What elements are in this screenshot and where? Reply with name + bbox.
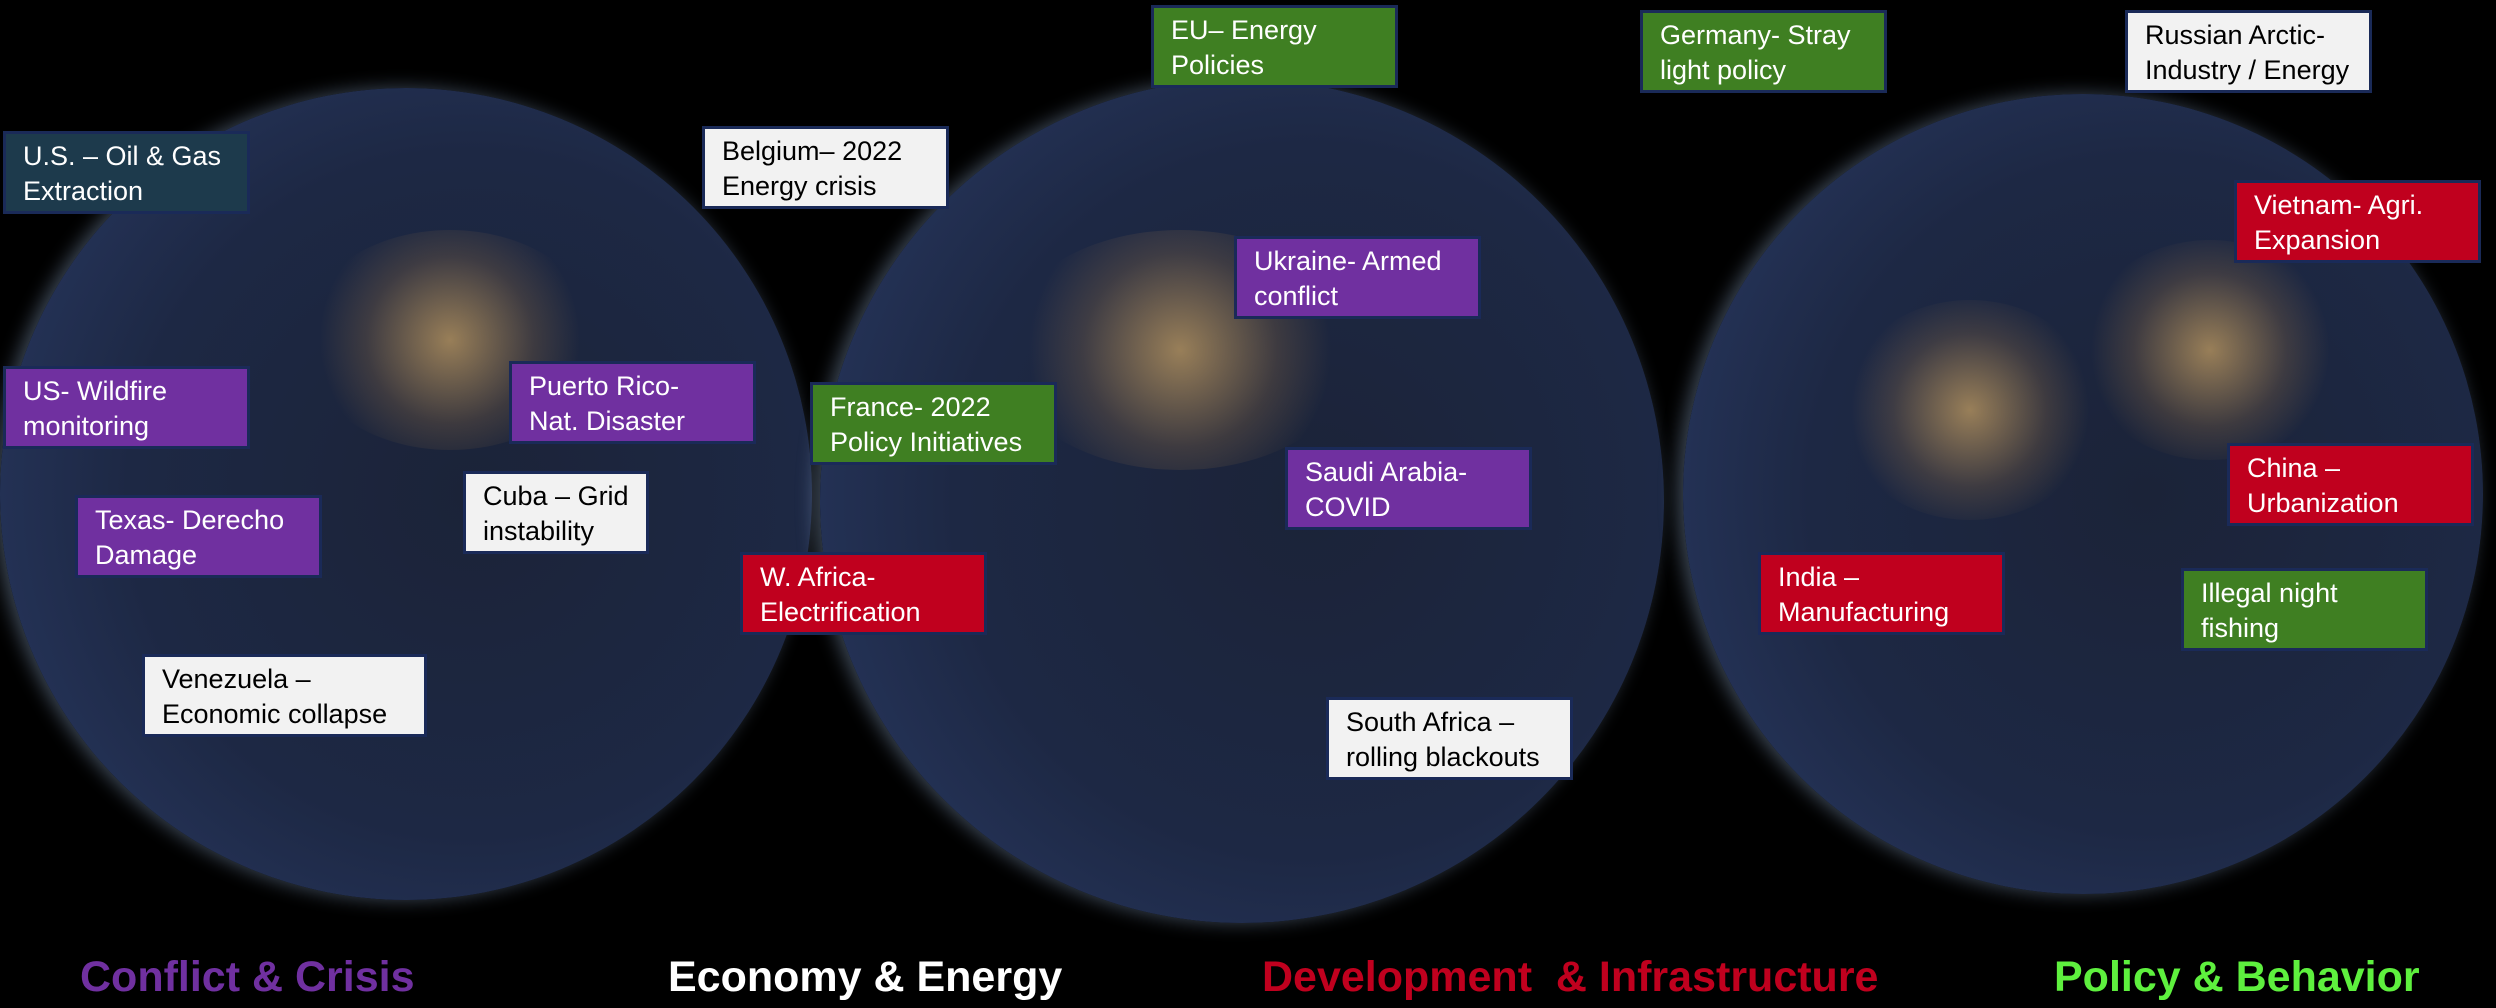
- label-line: Damage: [95, 538, 319, 573]
- label-line: Belgium– 2022: [722, 134, 946, 169]
- label-line: light policy: [1660, 53, 1884, 88]
- label-line: Cuba – Grid: [483, 479, 646, 514]
- label-line: Saudi Arabia-: [1305, 455, 1529, 490]
- label-line: Electrification: [760, 595, 984, 630]
- label-line: Energy crisis: [722, 169, 946, 204]
- label-line: EU– Energy: [1171, 13, 1395, 48]
- label: Vietnam- Agri.Expansion: [2234, 180, 2481, 263]
- label-line: rolling blackouts: [1346, 740, 1570, 775]
- category-title: Development & Infrastructure: [1262, 952, 1878, 1002]
- label-line: Economic collapse: [162, 697, 424, 732]
- label-line: W. Africa-: [760, 560, 984, 595]
- label-line: U.S. – Oil & Gas: [23, 139, 247, 174]
- label-line: Expansion: [2254, 223, 2478, 258]
- label-line: conflict: [1254, 279, 1478, 314]
- city-lights: [1840, 300, 2100, 520]
- label: W. Africa-Electrification: [740, 552, 987, 635]
- label-line: Russian Arctic-: [2145, 18, 2369, 53]
- city-lights: [2080, 240, 2340, 460]
- category-title: Economy & Energy: [668, 952, 1062, 1002]
- label-line: instability: [483, 514, 646, 549]
- label-line: France- 2022: [830, 390, 1054, 425]
- label-line: Germany- Stray: [1660, 18, 1884, 53]
- category-title: Conflict & Crisis: [80, 952, 415, 1002]
- label-line: Policies: [1171, 48, 1395, 83]
- label: Saudi Arabia-COVID: [1285, 447, 1532, 530]
- label: South Africa –rolling blackouts: [1326, 697, 1573, 780]
- label-line: China –: [2247, 451, 2471, 486]
- label-line: Puerto Rico-: [529, 369, 753, 404]
- label-line: Ukraine- Armed: [1254, 244, 1478, 279]
- label-line: monitoring: [23, 409, 247, 444]
- label-line: US- Wildfire: [23, 374, 247, 409]
- label: Puerto Rico-Nat. Disaster: [509, 361, 756, 444]
- label-line: fishing: [2201, 611, 2425, 646]
- label: Russian Arctic-Industry / Energy: [2125, 10, 2372, 93]
- label-line: COVID: [1305, 490, 1529, 525]
- label-line: Manufacturing: [1778, 595, 2002, 630]
- label-line: Vietnam- Agri.: [2254, 188, 2478, 223]
- label: India –Manufacturing: [1758, 552, 2005, 635]
- label-line: Venezuela –: [162, 662, 424, 697]
- label-line: Texas- Derecho: [95, 503, 319, 538]
- label: Venezuela –Economic collapse: [142, 654, 427, 737]
- label: China –Urbanization: [2227, 443, 2474, 526]
- category-title: Policy & Behavior: [2054, 952, 2420, 1002]
- label-line: Urbanization: [2247, 486, 2471, 521]
- label-line: Illegal night: [2201, 576, 2425, 611]
- label-line: Nat. Disaster: [529, 404, 753, 439]
- label-line: Policy Initiatives: [830, 425, 1054, 460]
- label-line: Extraction: [23, 174, 247, 209]
- page: U.S. – Oil & GasExtraction US- Wildfirem…: [0, 0, 2496, 1008]
- label-line: Industry / Energy: [2145, 53, 2369, 88]
- label-line: India –: [1778, 560, 2002, 595]
- label-line: South Africa –: [1346, 705, 1570, 740]
